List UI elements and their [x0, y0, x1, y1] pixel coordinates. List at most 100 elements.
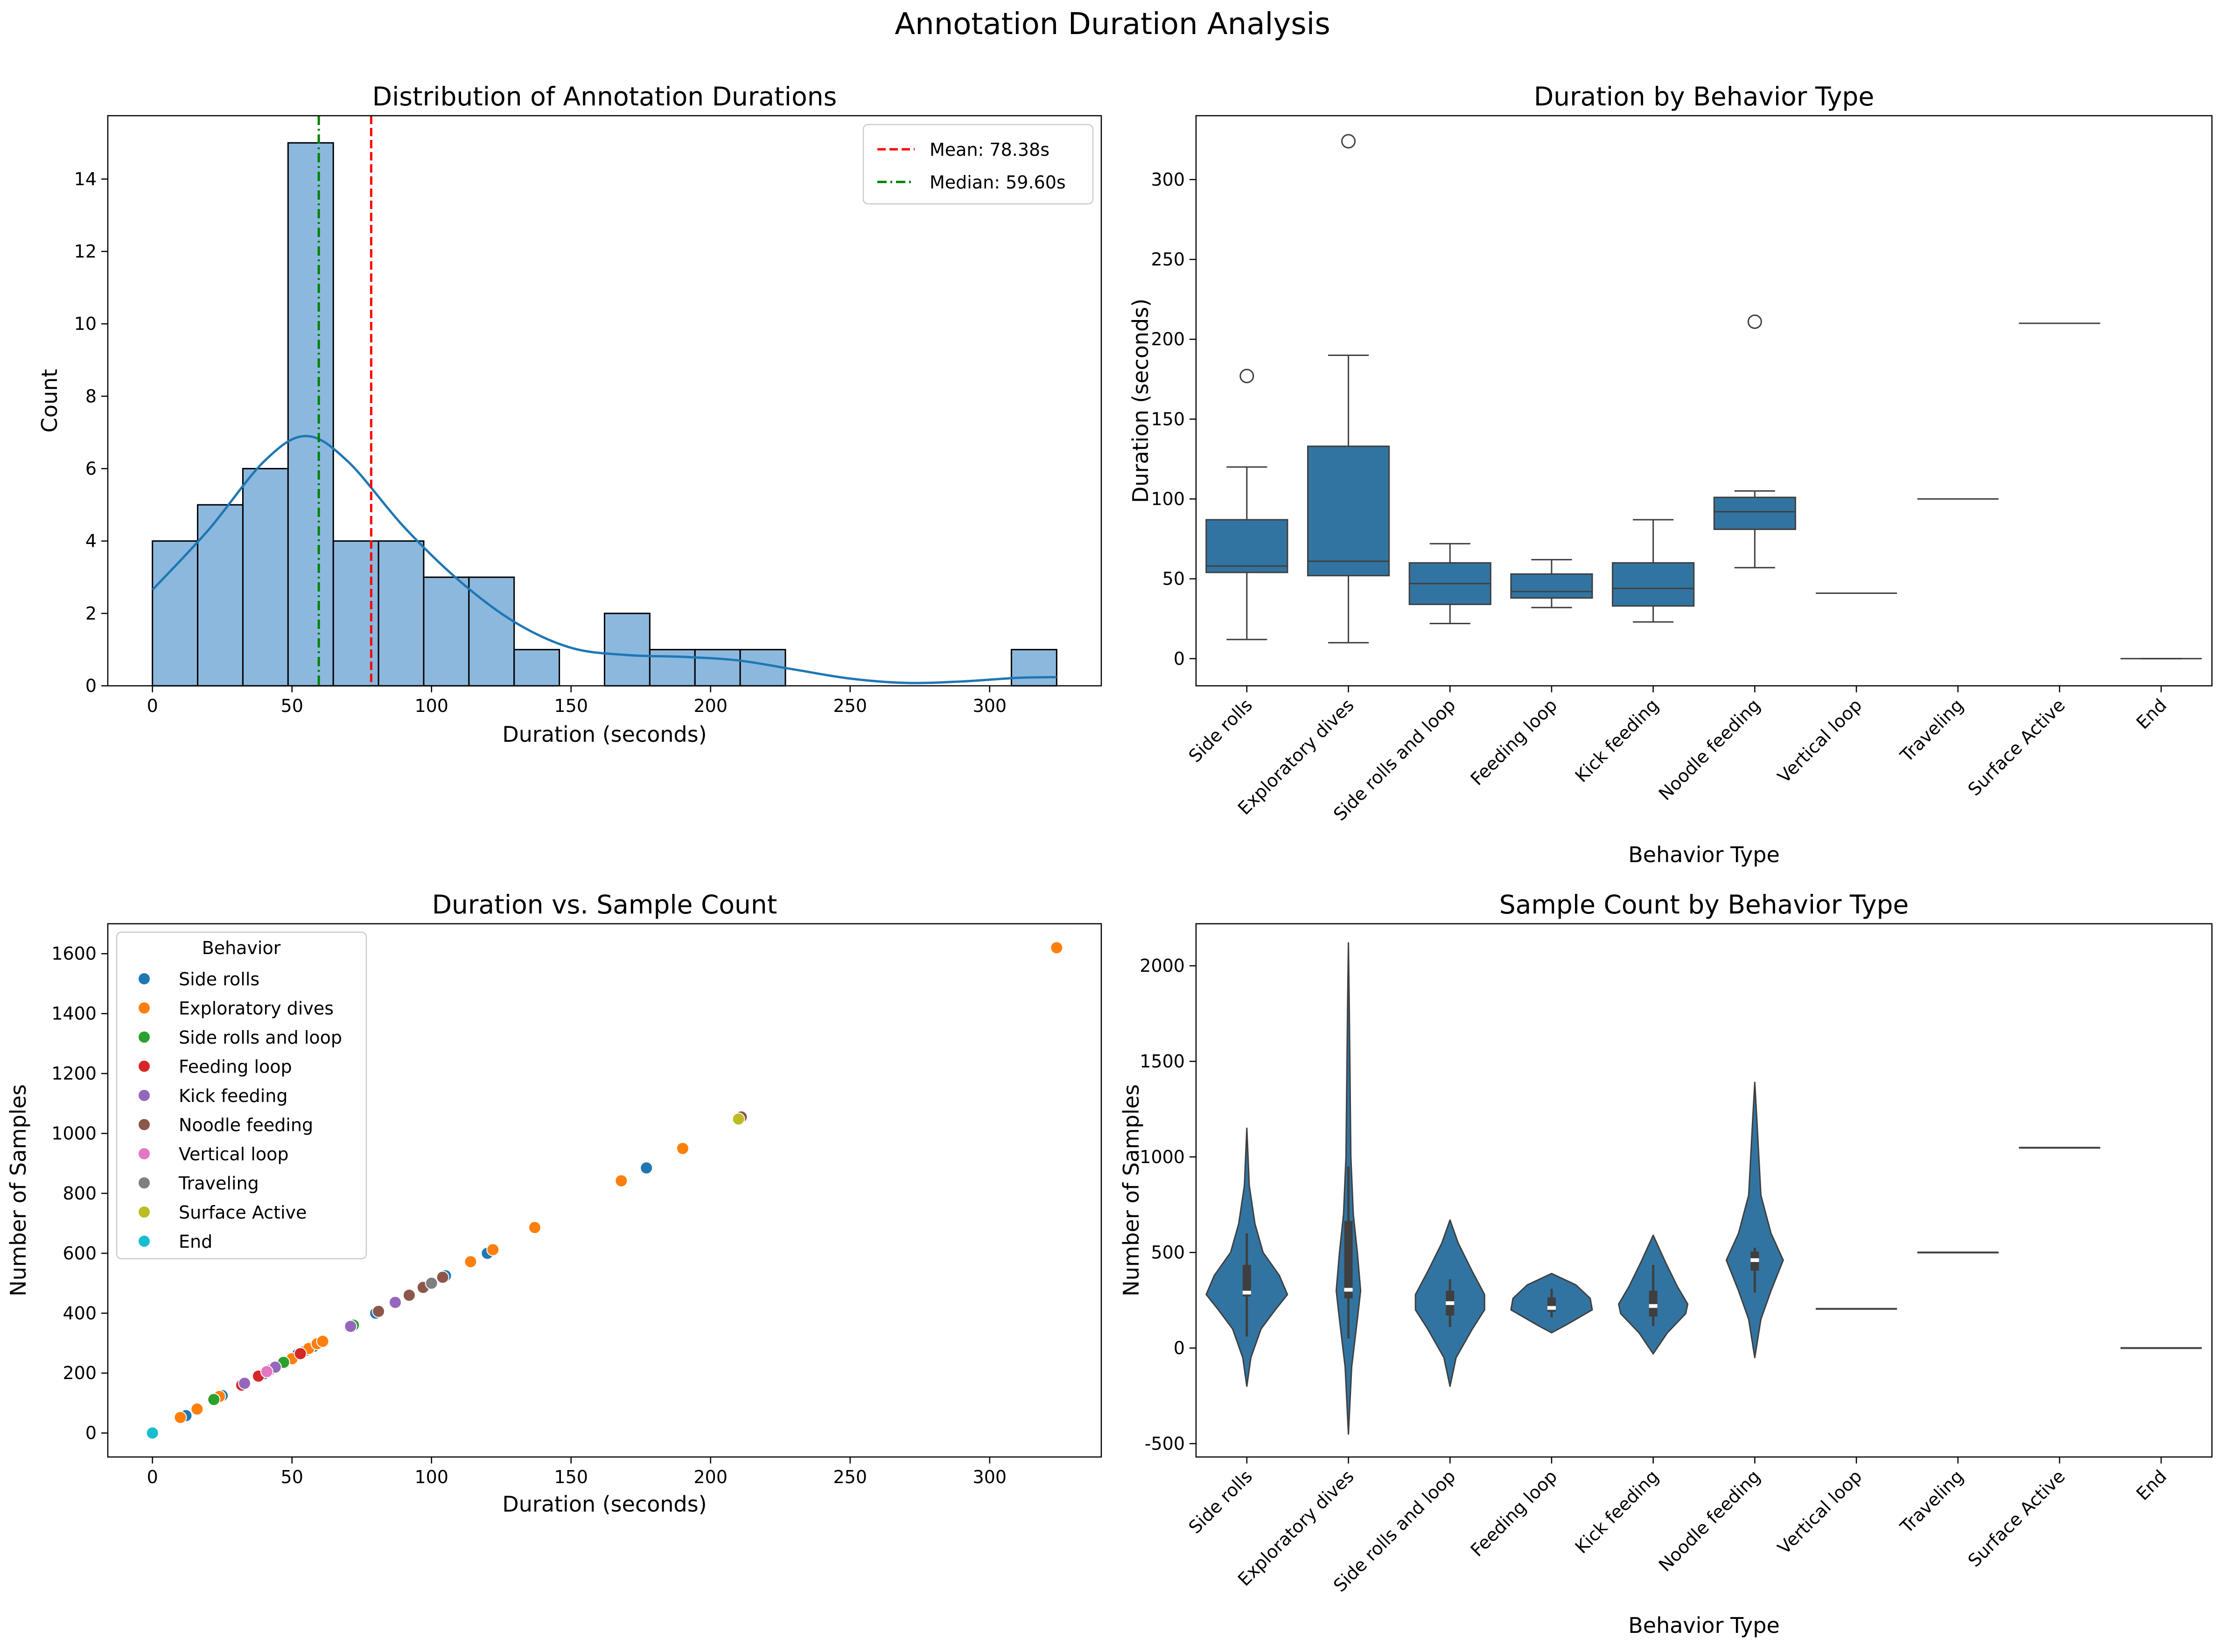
- legend-median-label: Median: 59.60s: [930, 172, 1066, 193]
- y-tick-label: 0: [85, 676, 97, 696]
- axes-title: Duration by Behavior Type: [1534, 82, 1874, 112]
- x-axis-label: Behavior Type: [1628, 842, 1780, 867]
- box-iqr: [1713, 496, 1796, 530]
- legend-label: Exploratory dives: [179, 998, 334, 1019]
- legend-swatch: [139, 1148, 150, 1159]
- legend-mean-label: Mean: 78.38s: [930, 139, 1050, 160]
- violin-median: [1446, 1301, 1455, 1305]
- x-tick-label: 0: [147, 1467, 158, 1487]
- violin-0: [1205, 1127, 1288, 1387]
- axes-frame: [1195, 115, 2213, 687]
- y-axis-label: Number of Samples: [1119, 1084, 1144, 1297]
- scatter-point: [402, 1289, 416, 1302]
- histogram-bar: [513, 648, 560, 687]
- box-iqr: [1510, 573, 1593, 599]
- y-tick-label: 14: [74, 169, 97, 189]
- scatter-point: [1050, 941, 1064, 955]
- histogram-bar: [242, 467, 289, 687]
- histogram-panel: 0 2 4 6 8 10 12 14 0 50 100 150 200 250 300 Distributio…: [37, 82, 1102, 747]
- scatter-point: [372, 1304, 385, 1318]
- axes-frame: [107, 923, 1102, 1458]
- violin-body: [1725, 1081, 1784, 1359]
- legend-label: Surface Active: [179, 1202, 307, 1223]
- scatter-point: [238, 1377, 252, 1390]
- y-tick-label: 0: [1174, 648, 1185, 669]
- y-tick-label: 6: [85, 458, 97, 479]
- box-iqr: [1307, 446, 1390, 577]
- series-traveling: [425, 1276, 438, 1290]
- histogram-bar: [423, 576, 470, 687]
- scatter-point: [190, 1402, 204, 1416]
- series-noodle-feeding: [372, 1110, 748, 1318]
- legend-label: Noodle feeding: [179, 1115, 313, 1136]
- y-tick-label: 500: [1151, 1242, 1185, 1263]
- x-tick-label: 100: [414, 1467, 448, 1487]
- violin-5: [1725, 1081, 1784, 1359]
- scatter-point: [425, 1276, 438, 1290]
- legend-swatch: [139, 1002, 150, 1014]
- legend-label: Kick feeding: [179, 1086, 287, 1106]
- series-vertical-loop: [260, 1365, 273, 1378]
- legend-box: [862, 124, 1094, 205]
- scatter-point: [344, 1320, 357, 1333]
- legend: Mean: 78.38s Median: 59.60s: [862, 124, 1094, 205]
- x-tick-label: 150: [554, 1467, 588, 1487]
- scatter-point: [294, 1347, 307, 1360]
- scatter-point: [528, 1221, 541, 1234]
- x-tick-label: 150: [554, 696, 588, 716]
- y-tick-label: 8: [85, 386, 97, 406]
- legend-title: Behavior: [202, 938, 281, 958]
- scatter-point: [316, 1335, 329, 1348]
- histogram-bar: [604, 613, 651, 687]
- axes-title: Sample Count by Behavior Type: [1499, 890, 1909, 920]
- box-3: [1510, 559, 1593, 608]
- x-tick-label: 0: [147, 696, 158, 716]
- legend: Behavior Side rolls Exploratory dives Side …: [116, 931, 367, 1260]
- violin-2: [1414, 1219, 1485, 1387]
- histogram-bar: [287, 142, 334, 687]
- axes-title: Distribution of Annotation Durations: [372, 82, 837, 112]
- axes-title: Duration vs. Sample Count: [432, 890, 777, 920]
- x-tick-label: 300: [973, 696, 1007, 716]
- violin-4: [1618, 1234, 1689, 1355]
- y-axis-label: Number of Samples: [6, 1084, 31, 1297]
- y-tick-label: 200: [1151, 329, 1185, 349]
- y-tick-label: 1200: [51, 1063, 97, 1084]
- scatter-panel: 0 200 400 600 800 1000 1200 1400 1600 0 50 100 150 20…: [6, 890, 1102, 1517]
- box-4: [1612, 519, 1695, 623]
- legend-label: Traveling: [178, 1173, 259, 1194]
- legend-swatch: [139, 1206, 150, 1218]
- scatter-point: [640, 1161, 653, 1175]
- legend-label: Side rolls and loop: [179, 1027, 342, 1048]
- figure-title: Annotation Duration Analysis: [895, 7, 1330, 42]
- axes-frame: [1195, 923, 2213, 1458]
- y-axis-label: Duration (seconds): [1128, 299, 1153, 503]
- violin-iqr: [1242, 1265, 1251, 1297]
- y-tick-label: 50: [1162, 569, 1185, 589]
- x-tick-label: 300: [973, 1467, 1007, 1487]
- x-tick-label: 200: [693, 696, 728, 716]
- kde-curve: [151, 435, 1057, 684]
- scatter-point: [207, 1393, 221, 1406]
- box-outlier: [1239, 369, 1254, 383]
- scatter-point: [388, 1296, 402, 1309]
- scatter-point: [260, 1365, 273, 1378]
- y-tick-label: 400: [63, 1303, 97, 1324]
- x-tick-label: 250: [833, 1467, 868, 1487]
- legend-swatch: [139, 1090, 150, 1101]
- series-kick-feeding: [238, 1296, 402, 1390]
- legend-swatch: [139, 1235, 150, 1247]
- box-5: [1713, 314, 1796, 569]
- legend-swatch: [139, 1119, 150, 1130]
- x-tick-label: 50: [281, 1467, 303, 1487]
- y-tick-label: 1600: [51, 943, 97, 964]
- legend-label: Feeding loop: [179, 1057, 292, 1077]
- y-tick-label: 100: [1151, 489, 1185, 509]
- histogram-bar: [1010, 648, 1057, 687]
- y-tick-label: 10: [74, 314, 97, 334]
- y-tick-label: 2: [85, 603, 97, 624]
- violin-iqr: [1649, 1290, 1658, 1317]
- violin-3: [1510, 1273, 1593, 1334]
- legend-label: Side rolls: [179, 969, 259, 990]
